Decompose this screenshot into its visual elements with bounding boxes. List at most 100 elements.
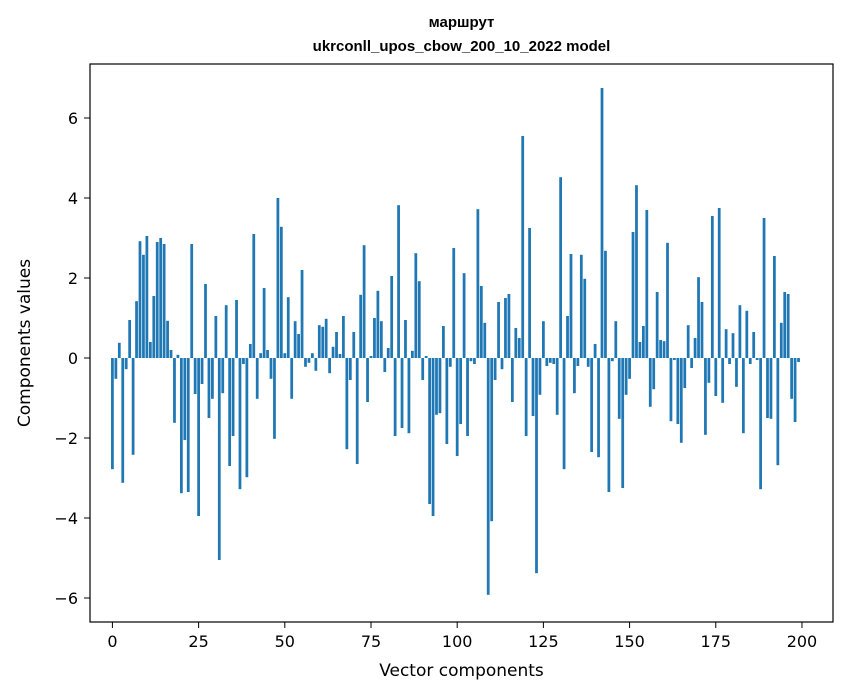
bar bbox=[300, 270, 304, 358]
x-tick-label: 175 bbox=[701, 632, 732, 651]
bar bbox=[741, 358, 745, 434]
bar bbox=[517, 338, 521, 358]
bar bbox=[762, 218, 766, 358]
bar bbox=[297, 334, 300, 358]
bar bbox=[445, 358, 449, 444]
bar bbox=[414, 253, 418, 358]
bars-group bbox=[111, 88, 800, 595]
bar bbox=[631, 232, 635, 358]
bar bbox=[421, 358, 425, 380]
bar bbox=[748, 358, 752, 364]
bar bbox=[483, 322, 487, 358]
bar bbox=[121, 358, 125, 483]
bar bbox=[169, 350, 173, 358]
y-axis-label: Components values bbox=[15, 259, 35, 427]
bar bbox=[504, 298, 507, 358]
bar bbox=[131, 358, 135, 455]
bar bbox=[252, 234, 256, 358]
bar bbox=[617, 358, 621, 419]
bar bbox=[317, 325, 321, 358]
bar bbox=[793, 358, 797, 422]
bar bbox=[286, 297, 290, 358]
bar bbox=[386, 348, 390, 358]
x-tick-label: 75 bbox=[361, 632, 381, 651]
y-tick-label: −6 bbox=[54, 589, 78, 608]
bar bbox=[190, 244, 194, 358]
bar bbox=[311, 353, 314, 358]
bar bbox=[335, 332, 338, 358]
bar bbox=[397, 205, 400, 358]
bar bbox=[328, 358, 331, 374]
bar bbox=[521, 136, 525, 358]
bar bbox=[262, 288, 266, 358]
bar bbox=[724, 329, 728, 358]
bar bbox=[666, 242, 669, 358]
bar bbox=[266, 350, 269, 358]
x-tick-label: 25 bbox=[188, 632, 208, 651]
bar bbox=[704, 358, 707, 435]
bar bbox=[173, 358, 176, 423]
x-tick-label: 50 bbox=[275, 632, 295, 651]
bar bbox=[693, 338, 697, 358]
bar bbox=[669, 358, 673, 422]
bar bbox=[655, 292, 659, 358]
bar bbox=[390, 276, 394, 358]
bar bbox=[255, 358, 259, 399]
bar bbox=[776, 358, 780, 466]
bar bbox=[638, 342, 642, 358]
bar bbox=[404, 320, 407, 358]
bar bbox=[786, 294, 790, 358]
bar bbox=[573, 358, 576, 394]
bar bbox=[304, 358, 307, 367]
bar bbox=[373, 318, 376, 358]
bar bbox=[376, 290, 380, 358]
bar bbox=[159, 238, 163, 358]
bar bbox=[407, 358, 411, 434]
bar bbox=[790, 358, 794, 399]
bar bbox=[586, 358, 590, 367]
bar bbox=[728, 358, 731, 364]
bar bbox=[555, 358, 559, 415]
bar bbox=[111, 358, 114, 470]
bar bbox=[321, 326, 325, 358]
bar bbox=[624, 358, 628, 395]
bar bbox=[259, 353, 263, 358]
bar bbox=[662, 341, 666, 358]
bar bbox=[614, 321, 618, 358]
y-tick-label: 0 bbox=[68, 349, 78, 368]
bar bbox=[542, 321, 545, 358]
bar bbox=[352, 332, 356, 358]
plot-area-frame bbox=[89, 63, 834, 623]
bar bbox=[217, 358, 221, 560]
bar bbox=[293, 321, 297, 358]
bar bbox=[197, 358, 200, 516]
bar bbox=[697, 277, 700, 358]
bar bbox=[635, 185, 638, 358]
bar bbox=[538, 358, 542, 395]
bar bbox=[604, 250, 607, 358]
bar bbox=[459, 358, 463, 424]
bar bbox=[166, 320, 169, 358]
bar bbox=[469, 358, 473, 362]
bar bbox=[383, 358, 387, 372]
bar bbox=[514, 328, 518, 358]
bar bbox=[479, 286, 483, 358]
bar bbox=[752, 332, 756, 358]
bar bbox=[124, 358, 128, 370]
bar bbox=[276, 198, 280, 358]
bar bbox=[462, 273, 466, 358]
bar bbox=[138, 241, 142, 358]
bar bbox=[559, 177, 563, 358]
bar bbox=[348, 358, 352, 380]
bar bbox=[628, 358, 631, 379]
bar bbox=[400, 358, 404, 428]
bar bbox=[524, 358, 528, 436]
bar bbox=[155, 242, 159, 358]
bar bbox=[566, 316, 569, 358]
bar bbox=[162, 244, 166, 358]
y-tick-label: 6 bbox=[68, 109, 78, 128]
bar bbox=[228, 358, 232, 466]
bar bbox=[621, 358, 625, 488]
bar bbox=[224, 305, 228, 358]
bar bbox=[593, 344, 597, 358]
